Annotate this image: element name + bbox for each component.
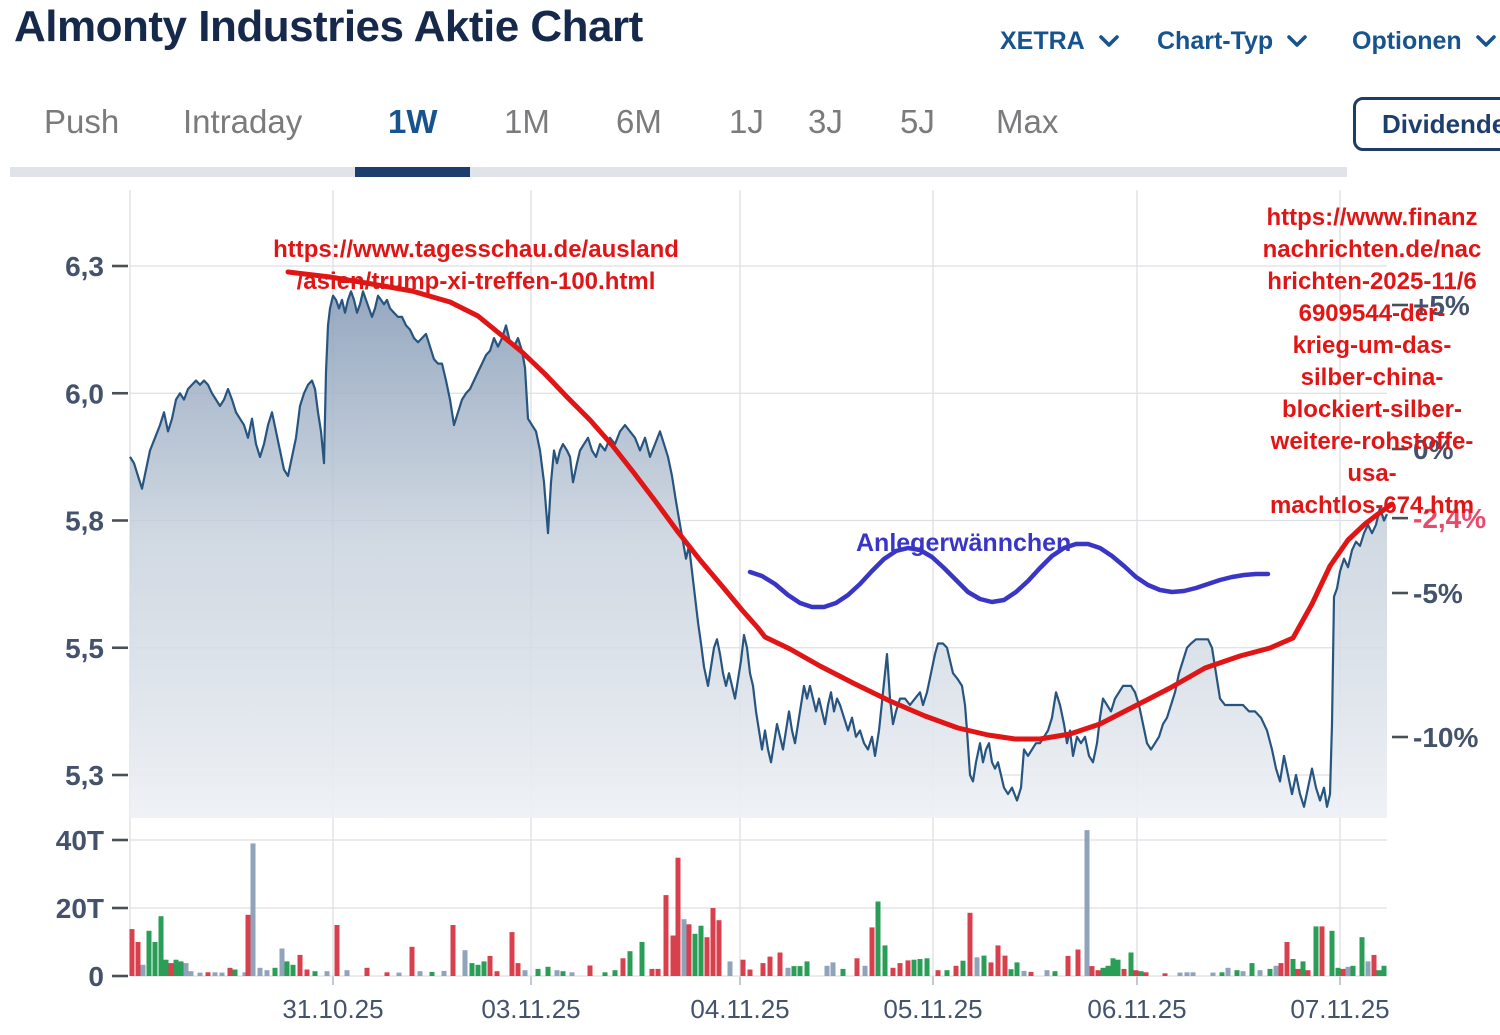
svg-text:machtlos-674.htm: machtlos-674.htm bbox=[1270, 492, 1474, 519]
price-line bbox=[129, 290, 1388, 808]
svg-text:07.11.25: 07.11.25 bbox=[1290, 994, 1389, 1024]
red-trend-annotation bbox=[285, 269, 1395, 742]
tab-max[interactable]: Max bbox=[996, 103, 1059, 140]
svg-text:weitere-rohstoffe-: weitere-rohstoffe- bbox=[1270, 428, 1474, 455]
finanznachrichten-annotation: https://www.finanz nachrichten.de/nac hric… bbox=[1263, 204, 1482, 519]
svg-text:40T: 40T bbox=[56, 825, 104, 856]
svg-text:-10%: -10% bbox=[1413, 722, 1478, 753]
tab-push[interactable]: Push bbox=[44, 103, 120, 140]
chart-typ-dropdown[interactable]: Chart-Typ bbox=[1157, 27, 1308, 56]
optionen-dropdown-label: Optionen bbox=[1352, 27, 1462, 55]
optionen-dropdown[interactable]: Optionen bbox=[1352, 27, 1496, 56]
price-axis-labels: 6,3 6,0 5,8 5,5 5,3 bbox=[65, 251, 128, 791]
page-title: Almonty Industries Aktie Chart bbox=[14, 2, 643, 51]
svg-text:0: 0 bbox=[88, 961, 104, 992]
svg-text:5,5: 5,5 bbox=[65, 633, 104, 664]
svg-text:6,0: 6,0 bbox=[65, 378, 104, 409]
svg-text:https://www.finanz: https://www.finanz bbox=[1266, 204, 1477, 231]
svg-text:31.10.25: 31.10.25 bbox=[282, 994, 383, 1024]
active-tab-indicator bbox=[355, 167, 470, 177]
svg-text:-5%: -5% bbox=[1413, 578, 1463, 609]
svg-text:+5%: +5% bbox=[1413, 290, 1470, 321]
exchange-dropdown-label: XETRA bbox=[1000, 27, 1085, 55]
svg-text:krieg-um-das-: krieg-um-das- bbox=[1293, 332, 1452, 359]
svg-text:5,8: 5,8 bbox=[65, 506, 104, 537]
tab-intraday[interactable]: Intraday bbox=[183, 103, 303, 140]
dividenden-button[interactable]: Dividenden bbox=[1353, 97, 1500, 151]
svg-text:20T: 20T bbox=[56, 893, 104, 924]
chevron-down-icon bbox=[1287, 35, 1308, 47]
anlegerwaennchen-label: Anlegerwännchen bbox=[856, 529, 1071, 557]
blue-wave-annotation bbox=[747, 541, 1271, 610]
svg-text:blockiert-silber-: blockiert-silber- bbox=[1282, 396, 1462, 423]
tabbar-underline bbox=[10, 167, 1347, 177]
svg-text:https://www.tagesschau.de/ausl: https://www.tagesschau.de/ausland bbox=[273, 236, 679, 263]
tab-6m[interactable]: 6M bbox=[616, 103, 662, 140]
tab-5j[interactable]: 5J bbox=[900, 103, 935, 140]
tab-3j[interactable]: 3J bbox=[808, 103, 843, 140]
tab-1m[interactable]: 1M bbox=[504, 103, 550, 140]
chart-typ-dropdown-label: Chart-Typ bbox=[1157, 27, 1274, 55]
volume-bars bbox=[129, 830, 1387, 976]
svg-text:-2,4%: -2,4% bbox=[1413, 503, 1486, 534]
svg-text:6,3: 6,3 bbox=[65, 251, 104, 282]
svg-text:0%: 0% bbox=[1413, 434, 1454, 465]
tab-1w[interactable]: 1W bbox=[388, 103, 438, 140]
volume-axis-labels: 40T 20T 0 bbox=[56, 825, 128, 992]
svg-text:silber-china-: silber-china- bbox=[1301, 364, 1444, 391]
exchange-dropdown[interactable]: XETRA bbox=[1000, 27, 1119, 56]
svg-text:5,3: 5,3 bbox=[65, 760, 104, 791]
svg-text:04.11.25: 04.11.25 bbox=[690, 994, 789, 1024]
svg-text:hrichten-2025-11/6: hrichten-2025-11/6 bbox=[1267, 268, 1476, 295]
chevron-down-icon bbox=[1475, 35, 1496, 47]
svg-text:05.11.25: 05.11.25 bbox=[883, 994, 982, 1024]
svg-text:usa-: usa- bbox=[1347, 460, 1396, 487]
percent-axis-labels: +5% 0% -2,4% -5% -10% bbox=[1392, 290, 1486, 753]
svg-text:03.11.25: 03.11.25 bbox=[481, 994, 580, 1024]
price-area bbox=[130, 291, 1387, 818]
tab-1j[interactable]: 1J bbox=[729, 103, 764, 140]
chevron-down-icon bbox=[1098, 35, 1119, 47]
svg-text:nachrichten.de/nac: nachrichten.de/nac bbox=[1263, 236, 1482, 263]
svg-text:6909544-der-: 6909544-der- bbox=[1299, 300, 1446, 327]
date-axis-labels: 31.10.25 03.11.25 04.11.25 05.11.25 06.11.25… bbox=[282, 994, 1389, 1024]
svg-text:06.11.25: 06.11.25 bbox=[1087, 994, 1186, 1024]
